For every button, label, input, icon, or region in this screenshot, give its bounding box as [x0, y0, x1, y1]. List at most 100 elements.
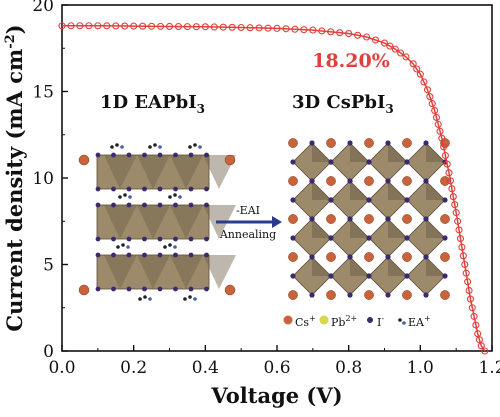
transformation-arrow: -EAI Annealing	[216, 204, 282, 241]
data-point	[477, 342, 485, 350]
ea-cation	[138, 295, 152, 301]
cs-atom	[440, 176, 450, 186]
ea-atom	[115, 143, 119, 147]
legend-cs: Cs+	[283, 314, 316, 329]
octahedron-shade	[426, 257, 445, 276]
ea-atom	[138, 297, 142, 301]
iodide-atom	[126, 202, 132, 208]
cs-atom	[326, 252, 336, 262]
iodide-atom	[126, 152, 132, 158]
legend-label: EA+	[408, 314, 431, 329]
iodide-atom	[290, 159, 296, 165]
ea-atom	[173, 245, 177, 249]
inset-left-title: 1D EAPbI3	[100, 92, 205, 116]
iodide-atom	[309, 292, 315, 298]
legend-marker	[398, 318, 402, 322]
ea-atom	[168, 243, 172, 247]
iodide-atom	[142, 236, 147, 242]
data-point	[139, 22, 147, 30]
data-point	[455, 226, 463, 234]
iodide-atom	[111, 286, 116, 292]
iodide-atom	[309, 254, 315, 260]
y-axis-title-exponent: -2	[3, 34, 18, 48]
iodide-atom	[95, 252, 101, 258]
cs-atom	[326, 138, 336, 148]
data-point	[438, 134, 446, 142]
ea-cation	[183, 295, 197, 301]
x-axis-ticks: 0.0 0.2 0.4 0.6 0.8 1.0 1.2	[48, 345, 500, 378]
legend-marker	[402, 321, 406, 325]
cs-atom	[402, 252, 412, 262]
legend-marker	[319, 315, 329, 325]
data-point	[426, 93, 434, 101]
ea-atom	[118, 195, 122, 199]
chain-facet	[104, 155, 137, 189]
octahedron	[404, 178, 448, 222]
ea-cation	[148, 143, 162, 149]
iodide-atom	[126, 286, 132, 292]
series-line	[62, 25, 486, 352]
octahedron	[290, 216, 334, 260]
legend-i: I-	[367, 314, 384, 329]
iodide-atom	[404, 235, 410, 241]
iodide-atom	[157, 252, 163, 258]
iodide-atom	[111, 186, 116, 192]
cs-atom	[364, 214, 374, 224]
data-point	[210, 23, 218, 31]
iodide-atom	[157, 236, 163, 242]
cs-atom	[326, 176, 336, 186]
ea-atom	[198, 145, 202, 149]
data-point	[174, 22, 183, 31]
iodide-atom	[290, 197, 296, 203]
cs-atom	[440, 290, 450, 300]
iodide-atom	[204, 236, 209, 242]
ea-cation	[163, 243, 177, 249]
iodide-atom	[95, 202, 101, 208]
data-point	[85, 22, 93, 30]
iodide-atom	[173, 186, 178, 192]
data-point	[183, 23, 191, 31]
iodide-atom	[442, 235, 448, 241]
ea-atom	[188, 145, 192, 149]
arrow-bottom-label: Annealing	[219, 228, 276, 241]
octahedron	[328, 140, 372, 184]
ea-cation	[116, 243, 130, 249]
data-point	[459, 252, 467, 260]
octahedron	[366, 140, 410, 184]
data-point	[192, 23, 200, 31]
iodide-atom	[290, 273, 296, 279]
iodide-atom	[157, 186, 163, 192]
data-point	[309, 26, 317, 34]
chain-body	[96, 154, 210, 190]
iodide-atom	[442, 197, 448, 203]
cs-atom	[402, 138, 412, 148]
data-point	[345, 29, 353, 38]
ea-atom	[128, 195, 132, 199]
iodide-atom	[188, 202, 194, 208]
octahedron-shade	[388, 219, 407, 238]
data-point	[423, 86, 432, 94]
data-point	[470, 312, 478, 320]
ea-atom	[148, 297, 152, 301]
iodide-atom	[95, 236, 101, 242]
x-tick-label: 0.8	[335, 358, 362, 378]
octahedron	[366, 254, 410, 298]
iodide-atom	[347, 140, 353, 146]
octahedral-chain	[95, 152, 236, 192]
data-point	[464, 278, 472, 286]
y-tick-label: 5	[43, 256, 54, 276]
iodide-atom	[95, 186, 101, 192]
ea-atom	[120, 145, 124, 149]
legend-label: Pb2+	[331, 314, 357, 329]
iodide-atom	[111, 202, 116, 208]
data-point	[327, 28, 335, 36]
octahedron-shade	[350, 257, 369, 276]
data-point	[402, 53, 410, 61]
cs-atom	[364, 138, 374, 148]
octahedron-shade	[312, 181, 331, 200]
structure-1d	[78, 143, 236, 301]
iodide-atom	[347, 292, 353, 298]
data-point	[472, 321, 480, 329]
iodide-atom	[423, 140, 429, 146]
